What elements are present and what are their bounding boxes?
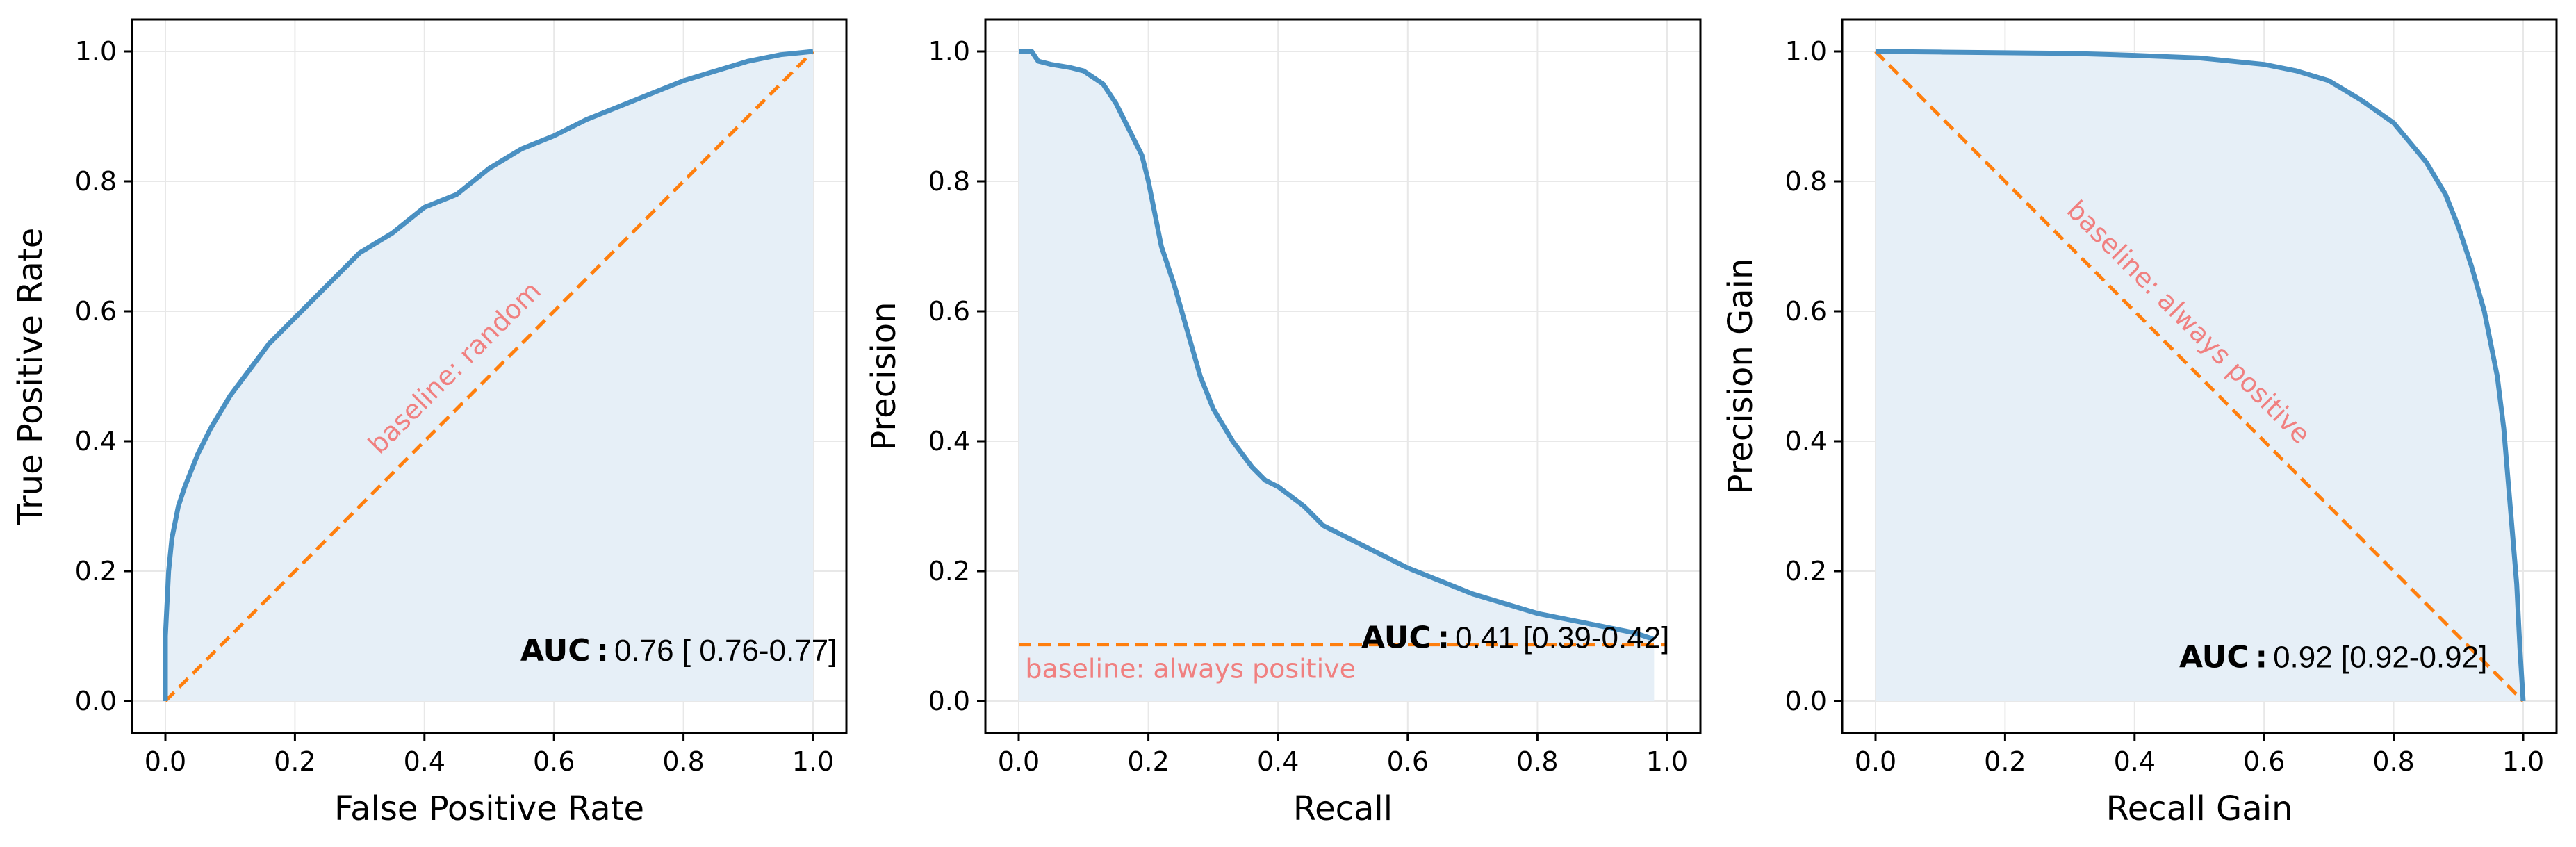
y-tick-label: 0.0 (928, 686, 970, 716)
curve-line (1875, 49, 2526, 702)
x-tick-label: 0.0 (1855, 746, 1896, 777)
x-tick-label: 0.0 (998, 746, 1040, 777)
x-tick-label: 0.6 (1387, 746, 1429, 777)
x-tick-label: 0.0 (145, 746, 186, 777)
y-tick-label: 0.4 (928, 426, 970, 457)
baseline-line (164, 50, 814, 702)
x-tick-label: 0.4 (1257, 746, 1299, 777)
y-axis-label: Precision (864, 302, 903, 450)
x-tick-label: 0.4 (404, 746, 445, 777)
auc-label: AUC : (520, 633, 609, 668)
y-tick-label: 1.0 (1785, 36, 1827, 67)
baseline-line (1874, 50, 2525, 702)
curve-line (163, 49, 814, 701)
auc-value: 0.76 [ 0.76-0.77] (614, 634, 837, 668)
y-axis-label: Precision Gain (1721, 258, 1760, 495)
x-tick-label: 0.4 (2114, 746, 2156, 777)
axes-frame (984, 18, 1702, 734)
y-tick-label: 0.0 (1785, 686, 1827, 716)
auc-annotation: AUC :0.76 [ 0.76-0.77] (520, 633, 837, 668)
y-tick-label: 0.2 (928, 556, 970, 586)
x-axis-label: Recall (1293, 789, 1393, 828)
roc-panel: 0.0 0.2 0.4 0.6 0.8 1.0 0.0 0.2 0.4 0.6 0.8 1.0 Fals… (11, 18, 848, 828)
y-tick-label: 0.8 (75, 166, 117, 197)
x-axis-label: False Positive Rate (334, 789, 644, 828)
auc-value: 0.41 [0.39-0.42] (1455, 620, 1669, 655)
x-axis-label: Recall Gain (2106, 789, 2293, 828)
auc-label: AUC : (1361, 620, 1450, 655)
x-tick-label: 0.6 (2243, 746, 2285, 777)
x-tick-label: 0.8 (1516, 746, 1558, 777)
x-tick-label: 0.6 (533, 746, 575, 777)
auc-value: 0.92 [0.92-0.92] (2273, 640, 2487, 674)
y-tick-label: 1.0 (928, 36, 970, 67)
y-tick-label: 0.8 (1785, 166, 1827, 197)
x-tick-label: 0.2 (1127, 746, 1169, 777)
baseline-label: baseline: always positive (1025, 654, 1356, 684)
x-tick-label: 0.2 (274, 746, 315, 777)
axes-frame (1841, 18, 2558, 734)
x-tick-label: 1.0 (1646, 746, 1688, 777)
x-tick-label: 0.8 (662, 746, 704, 777)
y-tick-label: 1.0 (75, 36, 117, 67)
precision-recall-gain-panel: 0.0 0.2 0.4 0.6 0.8 1.0 0.0 0.2 0.4 0.6 0.8 1.0 Reca… (1721, 18, 2558, 828)
curve-fill-area (1019, 51, 1655, 701)
y-tick-label: 0.8 (928, 166, 970, 197)
y-tick-label: 0.4 (1785, 426, 1827, 457)
curve-line (1019, 49, 1655, 642)
y-tick-label: 0.0 (75, 686, 117, 716)
y-tick-label: 0.6 (1785, 296, 1827, 327)
x-tick-label: 1.0 (2502, 746, 2544, 777)
auc-label: AUC : (2179, 639, 2267, 675)
y-tick-label: 0.4 (75, 426, 117, 457)
x-tick-label: 1.0 (792, 746, 834, 777)
x-tick-label: 0.2 (1984, 746, 2026, 777)
x-tick-label: 0.8 (2372, 746, 2414, 777)
y-tick-label: 0.2 (1785, 556, 1827, 586)
y-tick-label: 0.6 (928, 296, 970, 327)
precision-recall-panel: 0.0 0.2 0.4 0.6 0.8 1.0 0.0 0.2 0.4 0.6 0.8 1.0 Reca… (864, 18, 1702, 828)
axes-frame (131, 18, 848, 734)
auc-annotation: AUC :0.92 [0.92-0.92] (2179, 639, 2487, 675)
y-tick-label: 0.6 (75, 296, 117, 327)
y-axis-label: True Positive Rate (11, 228, 50, 526)
y-tick-label: 0.2 (75, 556, 117, 586)
auc-annotation: AUC :0.41 [0.39-0.42] (1361, 620, 1669, 655)
